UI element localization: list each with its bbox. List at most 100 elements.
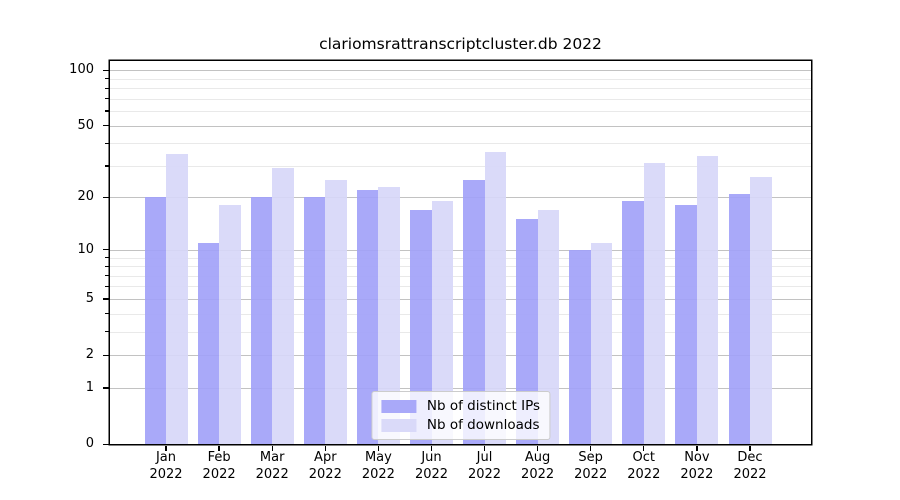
gridline-major-2 [110, 355, 811, 356]
gridline-minor-70 [110, 98, 811, 100]
x-tick-mark-mar [271, 445, 273, 451]
y-tick-label-5: 5 [85, 290, 94, 306]
gridline-minor-40 [110, 143, 811, 145]
legend-row-distinct-ips: Nb of distinct IPs [380, 398, 540, 414]
x-tick-year: 2022 [414, 466, 449, 482]
y-tick-mark-1 [102, 387, 109, 389]
x-tick-mark-sep [590, 445, 592, 451]
x-tick-year: 2022 [361, 466, 395, 482]
y-minor-tick-mark-8 [105, 265, 109, 267]
gridline-minor-80 [110, 88, 811, 89]
y-tick-label-10: 10 [77, 241, 94, 257]
bar-downloads-may [378, 186, 400, 444]
x-tick-mark-nov [696, 445, 698, 451]
y-minor-tick-mark-90 [105, 78, 109, 80]
bar-distinct-ips-jul [463, 180, 485, 444]
x-tick-year: 2022 [627, 466, 661, 482]
bar-distinct-ips-oct [622, 201, 644, 444]
x-tick-label-dec: Dec 2022 [715, 450, 785, 483]
gridline-minor-4 [110, 313, 811, 315]
x-tick-label-mar: Mar 2022 [237, 450, 307, 483]
x-tick-year: 2022 [574, 466, 608, 482]
x-tick-month: Jan [155, 450, 177, 465]
x-tick-label-jul: Jul 2022 [450, 450, 520, 483]
gridline-minor-9 [110, 257, 811, 259]
x-tick-label-may: May 2022 [343, 450, 413, 483]
x-tick-label-apr: Apr 2022 [290, 450, 360, 483]
y-tick-label-100: 100 [69, 62, 94, 78]
y-tick-mark-0 [102, 443, 109, 445]
legend: Nb of distinct IPs Nb of downloads [370, 391, 551, 440]
y-tick-label-20: 20 [77, 189, 94, 205]
x-tick-mark-jun [430, 445, 433, 451]
y-minor-tick-mark-4 [105, 313, 109, 315]
y-minor-tick-mark-9 [105, 257, 109, 259]
bar-distinct-ips-sep [569, 249, 591, 444]
x-tick-mark-may [377, 445, 379, 451]
bars-layer [110, 61, 811, 444]
x-tick-label-oct: Oct 2022 [609, 450, 679, 483]
gridline-minor-60 [110, 110, 811, 112]
x-tick-month: Mar [259, 450, 285, 465]
x-tick-year: 2022 [202, 466, 236, 482]
x-tick-month: Jul [476, 450, 493, 465]
y-minor-tick-mark-60 [105, 110, 109, 112]
bar-downloads-jan [166, 153, 188, 444]
x-tick-mark-aug [537, 445, 539, 451]
y-tick-label-2: 2 [85, 347, 94, 362]
y-tick-label-0: 0 [85, 436, 94, 451]
x-tick-year: 2022 [149, 466, 183, 482]
y-minor-tick-mark-70 [105, 98, 109, 100]
x-tick-year: 2022 [308, 466, 342, 482]
y-minor-tick-mark-40 [105, 142, 109, 144]
x-tick-month: Feb [207, 450, 231, 465]
gridline-minor-30 [110, 165, 811, 167]
gridline-major-50 [110, 125, 811, 127]
x-tick-month: Aug [524, 450, 551, 465]
x-tick-month: Apr [314, 450, 337, 465]
x-tick-mark-feb [218, 445, 220, 451]
x-tick-mark-jan [165, 445, 167, 451]
x-tick-month: May [364, 450, 392, 465]
x-tick-mark-jul [483, 445, 486, 451]
gridline-minor-8 [110, 266, 811, 267]
bar-distinct-ips-dec [728, 193, 750, 444]
bar-distinct-ips-aug [516, 219, 538, 444]
bar-distinct-ips-jan [144, 197, 166, 444]
x-tick-year: 2022 [467, 466, 502, 482]
x-tick-month: Jun [421, 450, 442, 465]
x-tick-month: Sep [578, 450, 603, 465]
y-minor-tick-mark-3 [105, 331, 109, 333]
chart-title: clariomsrattranscriptcluster.db 2022 [319, 35, 602, 53]
x-tick-mark-dec [749, 445, 751, 451]
y-minor-tick-mark-7 [105, 275, 109, 277]
x-tick-year: 2022 [255, 466, 289, 482]
y-tick-mark-5 [102, 298, 109, 300]
legend-swatch-distinct-ips [380, 399, 416, 413]
bar-downloads-mar [272, 168, 294, 444]
bar-downloads-jun [431, 201, 453, 444]
x-tick-label-jun: Jun 2022 [397, 450, 467, 483]
bar-downloads-dec [750, 177, 772, 444]
legend-label-downloads: Nb of downloads [426, 417, 540, 433]
y-tick-mark-2 [102, 354, 109, 356]
y-minor-tick-mark-80 [105, 87, 109, 89]
bar-downloads-nov [696, 156, 719, 444]
bar-downloads-sep [590, 242, 613, 444]
x-tick-mark-apr [324, 445, 326, 451]
y-tick-label-1: 1 [85, 379, 94, 395]
gridline-major-1 [110, 387, 811, 389]
gridlines-layer [110, 61, 811, 444]
y-tick-mark-100 [102, 69, 109, 71]
bar-distinct-ips-nov [675, 205, 697, 444]
x-tick-label-aug: Aug 2022 [503, 450, 573, 483]
x-tick-year: 2022 [680, 466, 714, 482]
legend-row-downloads: Nb of downloads [380, 417, 540, 433]
bar-distinct-ips-mar [250, 197, 273, 444]
bar-downloads-feb [219, 205, 241, 444]
bar-distinct-ips-jun [410, 209, 432, 444]
bar-distinct-ips-feb [197, 242, 220, 444]
x-tick-year: 2022 [521, 466, 555, 482]
x-tick-year: 2022 [733, 466, 767, 482]
